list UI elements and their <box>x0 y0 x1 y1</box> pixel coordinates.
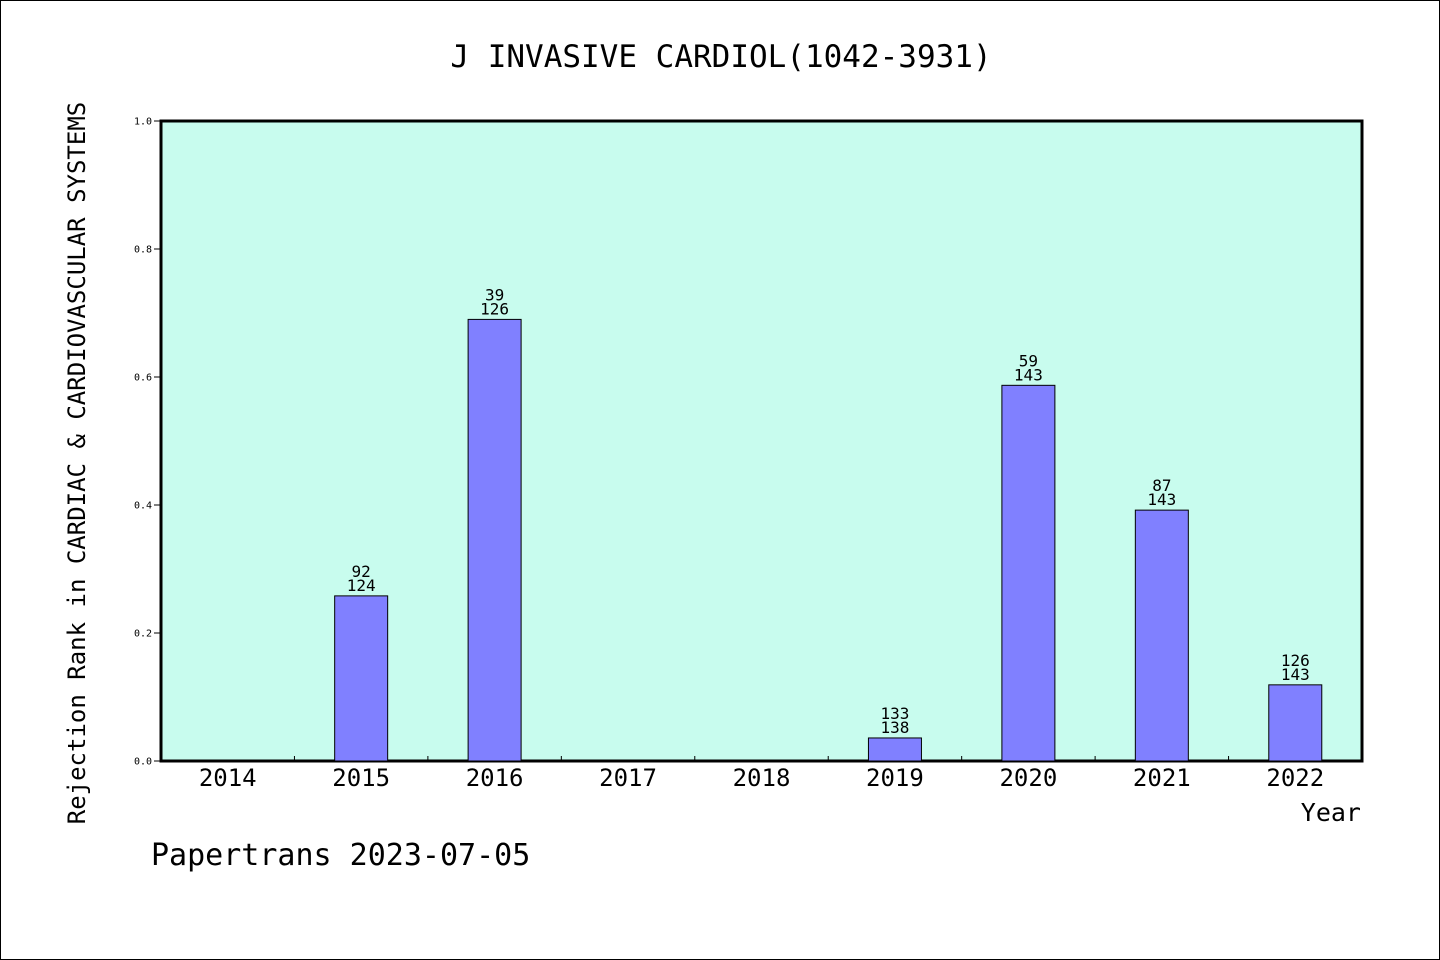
bar-2016 <box>467 318 522 762</box>
bar-label-top-2020: 59 <box>1019 351 1038 370</box>
bar-label-top-2016: 39 <box>485 285 504 304</box>
x-tick-label-2022: 2022 <box>1266 764 1324 792</box>
bar-label-bottom-2022: 143 <box>1281 665 1310 684</box>
footer-text: Papertrans 2023-07-05 <box>151 838 530 873</box>
bar-label-top-2021: 87 <box>1152 476 1171 495</box>
bar-label-bottom-2019: 138 <box>880 718 909 737</box>
x-tick-label-2020: 2020 <box>999 764 1057 792</box>
bar-group <box>334 318 1323 762</box>
y-tick-label: 0.4 <box>134 501 152 512</box>
chart-title: J INVASIVE CARDIOL(1042-3931) <box>450 39 991 75</box>
bar-label-bottom-2015: 124 <box>347 576 376 595</box>
bar-label-bottom-2020: 143 <box>1014 365 1043 384</box>
x-tick-label-2015: 2015 <box>332 764 390 792</box>
bar-2021 <box>1134 509 1189 762</box>
bar-2015 <box>334 595 389 762</box>
x-axis-label: Year <box>1301 798 1361 827</box>
x-tick-label-2014: 2014 <box>199 764 257 792</box>
y-tick-label: 0.8 <box>134 245 152 256</box>
y-tick-label: 0.2 <box>134 629 152 640</box>
y-tick-label: 0.6 <box>134 373 152 384</box>
y-tick-label: 1.0 <box>134 117 152 128</box>
bar-label-top-2019: 133 <box>880 704 909 723</box>
y-axis: 0.0 0.2 0.4 0.6 0.8 1.0 <box>134 117 161 768</box>
x-tick-label-2017: 2017 <box>599 764 657 792</box>
bar-2020 <box>1001 384 1056 762</box>
bar-2019 <box>867 737 922 762</box>
bar-label-top-2015: 92 <box>352 562 371 581</box>
y-axis-label: Rejection Rank in CARDIAC & CARDIOVASCUL… <box>63 102 91 824</box>
x-tick-label-2019: 2019 <box>866 764 924 792</box>
bar-label-bottom-2021: 143 <box>1147 490 1176 509</box>
bar-label-top-2022: 126 <box>1281 651 1310 670</box>
bar-2022 <box>1268 684 1323 762</box>
bar-label-bottom-2016: 126 <box>480 299 509 318</box>
x-tick-label-2016: 2016 <box>466 764 524 792</box>
x-tick-label-2021: 2021 <box>1133 764 1191 792</box>
x-tick-label-2018: 2018 <box>733 764 791 792</box>
y-tick-label: 0.0 <box>134 757 152 768</box>
x-axis: 2014 2015 2016 2017 2018 2019 2020 2021 2022 <box>199 756 1324 792</box>
